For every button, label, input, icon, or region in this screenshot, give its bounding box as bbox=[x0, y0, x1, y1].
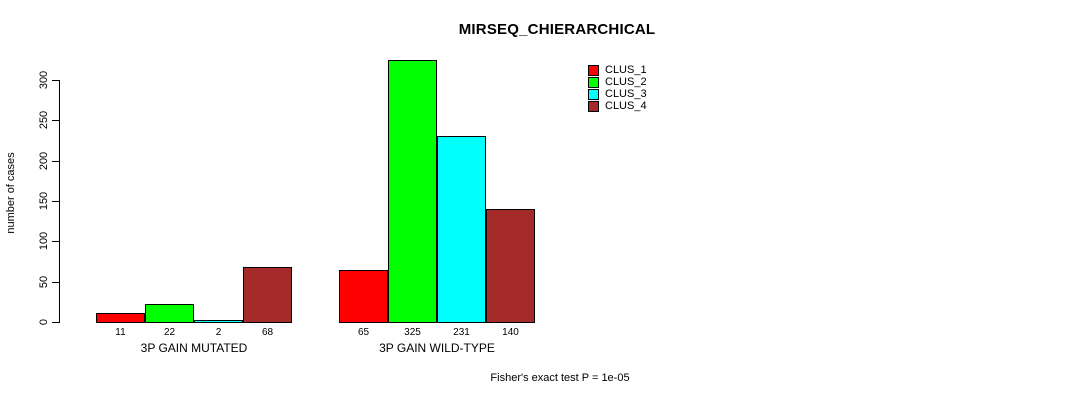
y-tick-label: 0 bbox=[38, 318, 50, 326]
bar-clus_1 bbox=[96, 313, 145, 323]
bar-clus_4 bbox=[486, 209, 535, 323]
bar-value-label: 231 bbox=[453, 327, 470, 338]
legend-swatch-icon bbox=[588, 89, 599, 100]
legend-item-clus_4: CLUS_4 bbox=[588, 101, 647, 112]
y-tick-label: 50 bbox=[38, 275, 50, 289]
y-tick-mark bbox=[52, 322, 59, 323]
y-tick-label: 200 bbox=[38, 151, 50, 171]
bar-clus_3 bbox=[437, 136, 486, 323]
bar-clus_1 bbox=[339, 270, 388, 323]
y-tick-mark bbox=[52, 201, 59, 202]
legend-swatch-icon bbox=[588, 65, 599, 76]
fisher-test-annotation: Fisher's exact test P = 1e-05 bbox=[490, 372, 630, 384]
bar-value-label: 2 bbox=[215, 327, 222, 338]
legend-label: CLUS_4 bbox=[605, 100, 647, 112]
y-tick-label: 300 bbox=[38, 70, 50, 90]
bar-value-label: 325 bbox=[404, 327, 421, 338]
y-axis-title: number of cases bbox=[5, 152, 17, 234]
bar-clus_4 bbox=[243, 267, 292, 323]
bar-value-label: 68 bbox=[261, 327, 274, 338]
y-tick-mark bbox=[52, 120, 59, 121]
y-tick-label: 150 bbox=[38, 191, 50, 211]
y-tick-label: 250 bbox=[38, 110, 50, 130]
legend-item-clus_3: CLUS_3 bbox=[588, 89, 647, 100]
legend-item-clus_2: CLUS_2 bbox=[588, 77, 647, 88]
y-tick-label: 100 bbox=[38, 231, 50, 251]
legend-label: CLUS_3 bbox=[605, 88, 647, 100]
bar-value-label: 22 bbox=[163, 327, 176, 338]
bar-value-label: 65 bbox=[357, 327, 370, 338]
y-tick-mark bbox=[52, 241, 59, 242]
bar-clus_2 bbox=[145, 304, 194, 323]
legend: CLUS_1 CLUS_2 CLUS_3 CLUS_4 bbox=[588, 65, 647, 113]
bar-clus_3 bbox=[194, 320, 243, 323]
legend-label: CLUS_2 bbox=[605, 76, 647, 88]
bar-value-label: 11 bbox=[115, 327, 126, 338]
bar-value-label: 140 bbox=[502, 327, 519, 338]
legend-item-clus_1: CLUS_1 bbox=[588, 65, 647, 76]
legend-label: CLUS_1 bbox=[605, 64, 647, 76]
bar-clus_2 bbox=[388, 60, 437, 323]
y-axis-line bbox=[59, 80, 60, 323]
chart-title: MIRSEQ_CHIERARCHICAL bbox=[458, 21, 656, 38]
legend-swatch-icon bbox=[588, 77, 599, 88]
y-tick-mark bbox=[52, 161, 59, 162]
legend-swatch-icon bbox=[588, 101, 599, 112]
y-tick-mark bbox=[52, 80, 59, 81]
x-category-label: 3P GAIN MUTATED bbox=[140, 341, 248, 355]
x-category-label: 3P GAIN WILD-TYPE bbox=[379, 341, 495, 355]
y-tick-mark bbox=[52, 282, 59, 283]
